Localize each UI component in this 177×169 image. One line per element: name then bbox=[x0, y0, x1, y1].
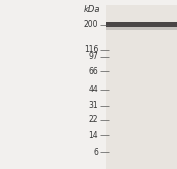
Bar bbox=[106, 5, 177, 169]
Text: 66: 66 bbox=[88, 67, 98, 76]
Bar bbox=[106, 27, 177, 30]
Text: 200: 200 bbox=[84, 20, 98, 29]
Text: 22: 22 bbox=[89, 115, 98, 125]
Text: 31: 31 bbox=[89, 101, 98, 110]
Text: kDa: kDa bbox=[84, 5, 100, 14]
Text: 14: 14 bbox=[89, 131, 98, 140]
Text: 6: 6 bbox=[93, 148, 98, 157]
Text: 116: 116 bbox=[84, 45, 98, 54]
Text: 44: 44 bbox=[88, 85, 98, 94]
Bar bbox=[106, 22, 177, 27]
Text: 97: 97 bbox=[88, 52, 98, 61]
